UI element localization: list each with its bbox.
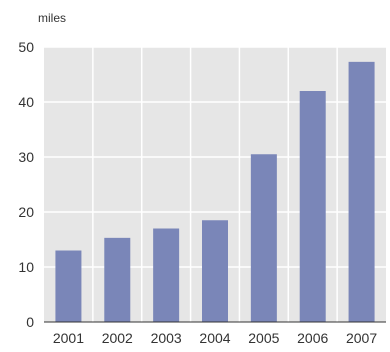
y-tick-label: 0 xyxy=(26,314,34,330)
y-tick-label: 30 xyxy=(18,149,34,165)
bar-2005 xyxy=(250,154,277,322)
gridlines xyxy=(44,46,386,322)
bar-2007 xyxy=(348,61,375,322)
bars xyxy=(55,61,375,322)
y-tick-label: 20 xyxy=(18,204,34,220)
bar-2004 xyxy=(202,220,228,322)
y-tick-label: 40 xyxy=(18,94,34,110)
bar-2003 xyxy=(153,228,180,322)
x-tick-label: 2007 xyxy=(346,330,377,346)
y-axis-unit-label: miles xyxy=(38,11,66,25)
bar-2001 xyxy=(55,250,82,322)
x-tick-label: 2001 xyxy=(53,330,84,346)
bar-2002 xyxy=(104,237,131,322)
x-tick-label: 2004 xyxy=(199,330,230,346)
bar-2006 xyxy=(299,91,326,322)
x-tick-label: 2003 xyxy=(151,330,182,346)
y-tick-label: 50 xyxy=(18,39,34,55)
x-tick-label: 2002 xyxy=(102,330,133,346)
y-tick-label: 10 xyxy=(18,259,34,275)
y-tick-labels: 0 10 20 30 40 50 xyxy=(18,39,34,330)
x-tick-label: 2006 xyxy=(297,330,328,346)
x-tick-label: 2005 xyxy=(248,330,279,346)
x-tick-labels: 2001 2002 2003 2004 2005 2006 2007 xyxy=(53,330,378,346)
